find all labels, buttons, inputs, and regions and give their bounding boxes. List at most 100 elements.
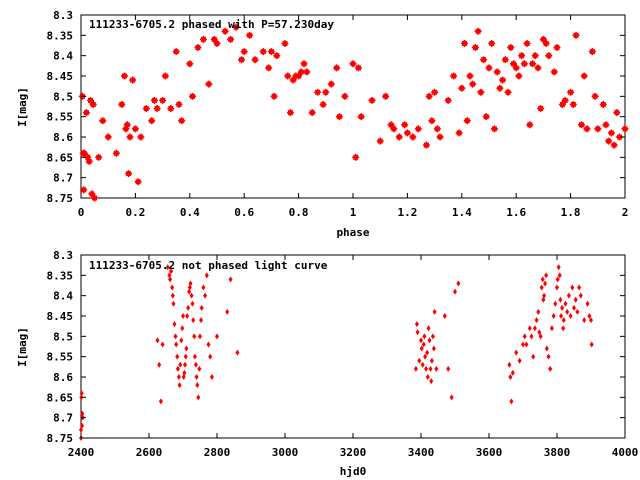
data-point (79, 390, 84, 397)
data-point (191, 317, 196, 324)
x-tick-label: 4000 (612, 446, 639, 459)
data-point (587, 313, 592, 319)
data-point (181, 313, 185, 319)
data-point (382, 92, 390, 100)
data-point (422, 333, 427, 340)
data-point (167, 105, 175, 113)
data-point (482, 113, 490, 121)
data-point (536, 308, 541, 315)
data-point (480, 56, 488, 64)
y-tick-label: 8.4 (53, 290, 73, 303)
data-point (206, 341, 211, 348)
data-point (186, 304, 191, 311)
x-tick-label: 2800 (204, 446, 231, 459)
data-point (175, 353, 180, 360)
data-point (159, 96, 167, 104)
data-point (186, 60, 194, 68)
data-point (91, 194, 99, 202)
data-point (210, 35, 218, 43)
data-point (431, 88, 439, 96)
data-point (521, 341, 525, 348)
y-tick-label: 8.3 (53, 9, 73, 22)
data-point (129, 76, 137, 84)
data-point (555, 284, 559, 291)
data-point (182, 369, 187, 376)
data-point (458, 84, 466, 92)
data-point (432, 308, 437, 315)
y-tick-label: 8.5 (53, 90, 73, 103)
data-point (573, 296, 578, 303)
y-tick-label: 8.4 (53, 50, 73, 63)
data-point (227, 35, 235, 43)
data-point (561, 317, 566, 324)
data-point (118, 100, 126, 108)
data-point (436, 133, 444, 141)
data-point (545, 52, 553, 60)
y-tick-label: 8.75 (47, 432, 74, 445)
x-tick-label: 0.6 (234, 206, 254, 219)
data-point (522, 333, 527, 340)
data-point (232, 23, 240, 31)
data-point (267, 48, 275, 56)
data-point (125, 170, 133, 178)
data-point (546, 353, 551, 360)
chart-title: 111233-6705.2 not phased light curve (89, 259, 328, 272)
data-point (583, 125, 591, 133)
data-point (225, 308, 230, 315)
data-point (112, 149, 120, 157)
data-point (543, 280, 548, 287)
data-point (209, 374, 214, 380)
data-point (308, 109, 316, 117)
data-point (455, 129, 463, 137)
data-points (79, 264, 594, 441)
data-point (192, 333, 197, 340)
data-point (165, 264, 170, 271)
y-tick-label: 8.35 (47, 269, 74, 282)
data-point (172, 321, 177, 328)
data-point (403, 129, 411, 137)
data-point (341, 92, 349, 100)
data-point (178, 361, 183, 368)
phased-light-curve-panel: 0 0.2 0.4 0.6 0.8 1 1.2 1.4 1.6 1.8 2 8.3 8.35 8.4 8.4… (16, 9, 629, 239)
data-point (499, 76, 507, 84)
data-point (572, 304, 576, 311)
data-point (195, 382, 200, 389)
x-tick-label: 1.2 (397, 206, 417, 219)
data-point (190, 300, 195, 307)
data-point (368, 96, 376, 104)
data-point (99, 117, 107, 125)
x-tick-label: 3800 (544, 446, 571, 459)
data-point (488, 39, 496, 47)
data-point (605, 137, 613, 145)
y-tick-label: 8.75 (47, 192, 74, 205)
data-point (413, 365, 418, 372)
data-point (510, 369, 515, 376)
data-point (429, 378, 434, 385)
data-point (550, 68, 558, 76)
data-point (567, 88, 575, 96)
x-tick-label: 0.4 (180, 206, 200, 219)
data-point (471, 44, 479, 52)
data-point (423, 353, 428, 360)
axis-ticks: 0 0.2 0.4 0.6 0.8 1 1.2 1.4 1.6 1.8 2 8.3 8.35 8.4 8.4… (47, 9, 629, 219)
data-point (430, 333, 435, 340)
data-point (504, 88, 512, 96)
data-point (512, 64, 520, 72)
data-point (148, 117, 156, 125)
data-point (517, 357, 522, 364)
data-point (327, 80, 335, 88)
data-point (352, 153, 360, 161)
data-point (537, 329, 542, 336)
data-point (237, 56, 245, 64)
data-point (582, 317, 587, 324)
unphased-light-curve-panel: 2400 2600 2800 3000 3200 3400 3600 3800 4000 8.3 8… (16, 249, 638, 478)
data-points (78, 23, 629, 202)
y-tick-label: 8.35 (47, 29, 74, 42)
data-point (281, 39, 289, 47)
data-point (501, 56, 509, 64)
data-point (607, 129, 615, 137)
y-axis-label: I[mag] (16, 87, 29, 127)
data-point (121, 72, 129, 80)
data-point (169, 268, 174, 275)
data-point (199, 35, 207, 43)
